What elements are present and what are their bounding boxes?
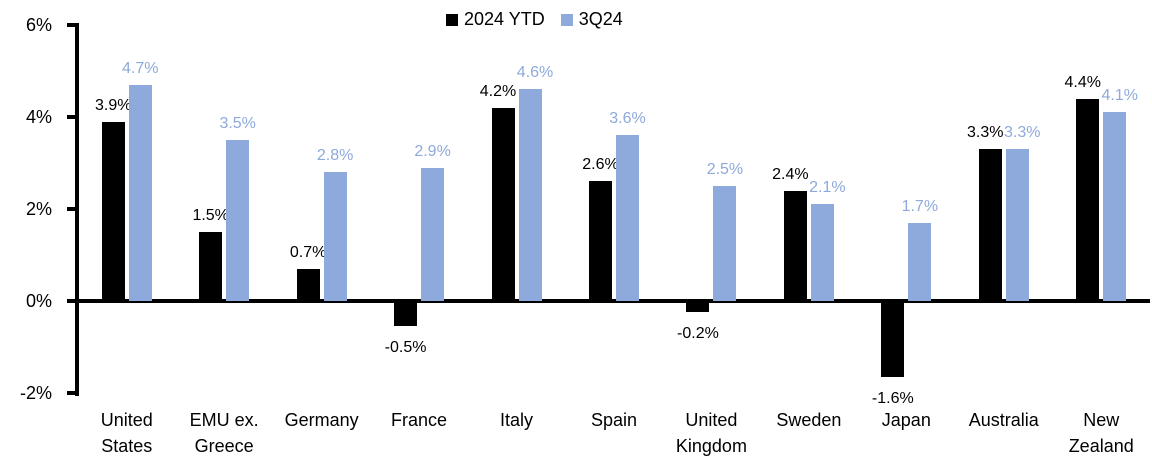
data-label-2024-ytd: 4.2% <box>479 82 517 100</box>
y-axis-tick-label: 2% <box>25 199 52 219</box>
data-label-2024-ytd: 2.6% <box>582 156 619 174</box>
bar-2024-ytd <box>978 149 1002 301</box>
data-label-3q24: 2.8% <box>316 147 354 165</box>
bar-2024-ytd <box>296 268 320 301</box>
bar-3q24 <box>1103 112 1127 301</box>
category-label: Sweden <box>776 410 842 430</box>
y-axis-tick-mark <box>67 391 76 395</box>
category-label: France <box>391 410 448 430</box>
legend: 2024 YTD 3Q24 <box>446 9 623 30</box>
bar-3q24 <box>518 89 542 301</box>
data-label-3q24: 2.1% <box>809 179 846 197</box>
bar-2024-ytd <box>491 107 515 301</box>
data-label-2024-ytd: -0.5% <box>384 339 427 356</box>
data-label-2024-ytd: 3.3% <box>967 124 1004 142</box>
y-axis-tick-mark <box>67 115 76 119</box>
bar-3q24 <box>908 222 932 301</box>
bar-2024-ytd <box>881 303 905 377</box>
bar-3q24 <box>1005 149 1029 301</box>
data-label-3q24: 1.7% <box>901 197 939 215</box>
data-label-3q24: 4.7% <box>121 59 159 77</box>
category-label: Australia <box>968 410 1039 430</box>
bar-3q24 <box>421 167 445 301</box>
legend-label-2024-ytd: 2024 YTD <box>464 9 545 29</box>
bar-3q24 <box>226 140 250 301</box>
category-label: Spain <box>590 410 637 430</box>
bar-2024-ytd <box>588 181 612 301</box>
x-axis-line <box>75 299 1150 303</box>
category-label: Italy <box>500 410 534 430</box>
bar-2024-ytd <box>199 232 223 301</box>
data-label-2024-ytd: 2.4% <box>772 165 809 183</box>
legend-item-3q24: 3Q24 <box>560 9 623 30</box>
data-label-3q24: 4.6% <box>516 64 554 82</box>
data-label-2024-ytd: 1.5% <box>192 207 229 224</box>
legend-swatch-3q24 <box>560 13 573 26</box>
category-label: New Zealand <box>1068 410 1134 456</box>
data-label-3q24: 3.3% <box>1004 124 1041 142</box>
category-label: Germany <box>284 410 359 430</box>
y-axis-tick-mark <box>67 23 76 27</box>
data-label-3q24: 2.9% <box>414 142 451 160</box>
bar-3q24 <box>713 186 737 301</box>
data-label-3q24: 4.1% <box>1101 87 1138 105</box>
y-axis-tick-label: 6% <box>25 15 52 35</box>
y-axis-tick-mark <box>67 207 76 211</box>
y-axis-line <box>75 23 79 396</box>
bar-3q24 <box>323 172 347 301</box>
data-label-2024-ytd: -0.2% <box>677 325 719 343</box>
data-label-2024-ytd: 3.9% <box>94 96 132 114</box>
bar-2024-ytd <box>1076 98 1100 301</box>
bar-3q24 <box>615 135 639 301</box>
category-label: Japan <box>881 410 931 430</box>
bar-2024-ytd <box>686 303 710 313</box>
data-label-2024-ytd: 0.7% <box>289 243 327 261</box>
bar-2024-ytd <box>101 121 125 301</box>
bar-3q24 <box>810 204 834 301</box>
legend-label-3q24: 3Q24 <box>578 9 623 29</box>
data-label-3q24: 3.5% <box>219 115 256 132</box>
y-axis-tick-label: -2% <box>19 383 52 403</box>
y-axis-tick-mark <box>67 299 76 303</box>
legend-swatch-2024-ytd <box>446 13 458 26</box>
y-axis-tick-label: 4% <box>25 107 52 127</box>
bar-2024-ytd <box>783 190 807 301</box>
data-label-3q24: 3.6% <box>609 110 646 128</box>
category-label: United Kingdom <box>675 410 747 456</box>
data-label-2024-ytd: 4.4% <box>1064 73 1101 91</box>
bar-2024-ytd <box>394 303 418 326</box>
data-label-2024-ytd: -1.6% <box>871 389 914 407</box>
bar-3q24 <box>128 84 152 301</box>
legend-item-2024-ytd: 2024 YTD <box>446 9 545 30</box>
data-label-3q24: 2.5% <box>706 161 744 178</box>
y-axis-tick-label: 0% <box>25 291 52 311</box>
category-label: EMU ex. Greece <box>189 410 259 456</box>
category-label: United States <box>100 410 153 456</box>
